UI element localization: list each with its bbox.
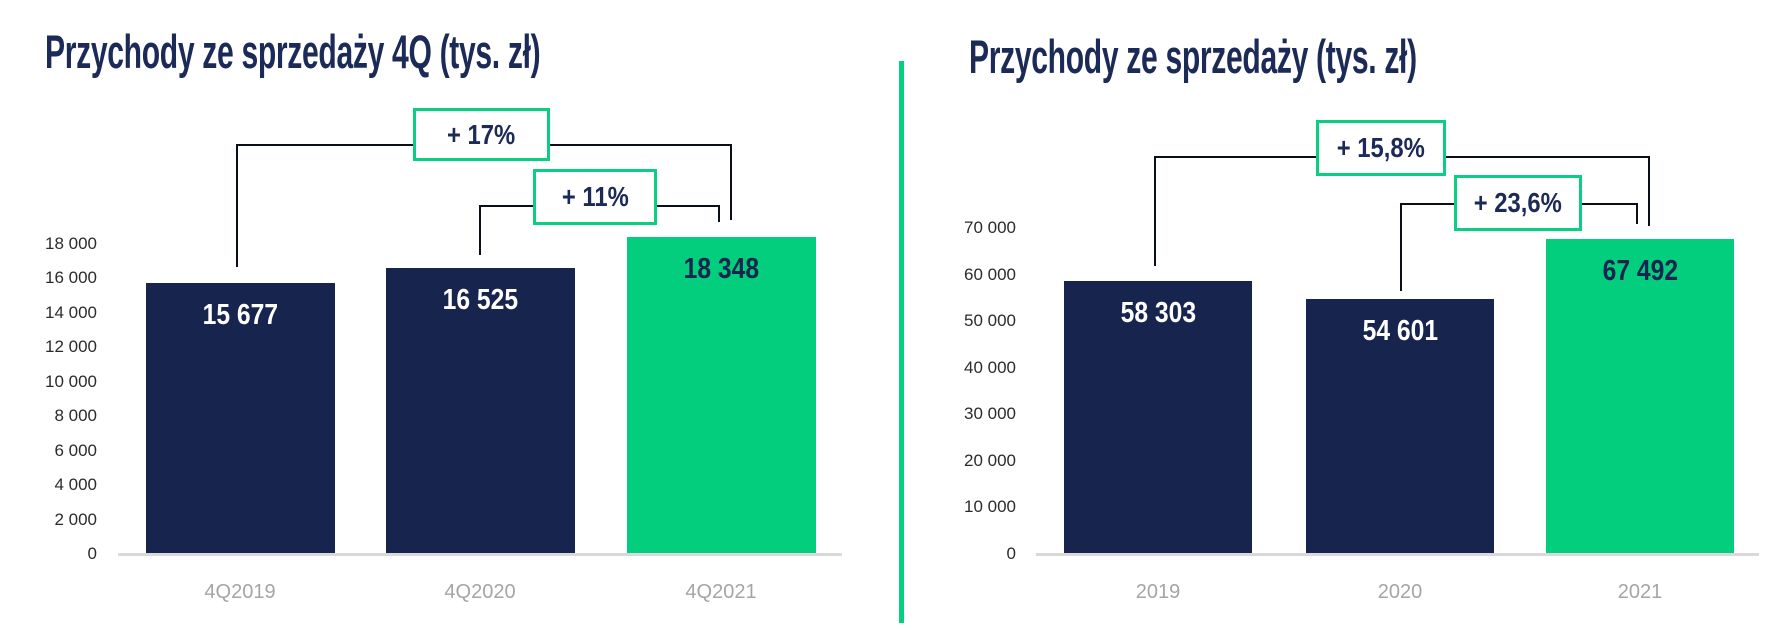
bracket-line-horizontal <box>1446 156 1650 158</box>
bar-value-label: 54 601 <box>1306 316 1494 346</box>
bar-value-text: 58 303 <box>1120 297 1196 330</box>
y-axis-tick-label: 40 000 <box>964 357 1016 377</box>
divider-line <box>899 61 904 623</box>
x-axis-category-label: 2020 <box>1377 581 1423 603</box>
bracket-line-vertical <box>1154 156 1156 266</box>
bar-value-text: 67 492 <box>1602 254 1678 287</box>
bracket-line-vertical <box>1636 203 1638 224</box>
y-axis-tick-label: 70 000 <box>964 218 1016 237</box>
x-axis-category-label: 4Q2019 <box>204 581 276 603</box>
bar-2019 <box>1064 281 1252 553</box>
bar-value-label: 15 677 <box>146 300 335 330</box>
bracket-line-vertical <box>1400 203 1402 291</box>
bracket-line-vertical <box>730 144 732 220</box>
bar-2021 <box>1546 238 1734 553</box>
bracket-line-horizontal <box>1582 203 1638 205</box>
chart-title-annual: Przychody ze sprzedaży (tys. zł) <box>969 30 1417 83</box>
y-axis-tick-label: 0 <box>87 544 97 563</box>
bar-value-label: 67 492 <box>1546 256 1734 286</box>
y-axis-tick-label: 10 000 <box>45 371 97 391</box>
growth-percentage-label: + 23,6% <box>1473 187 1563 218</box>
bracket-line-vertical <box>718 205 720 222</box>
y-axis-tick-label: 14 000 <box>45 302 97 322</box>
growth-percentage-label: + 11% <box>561 181 629 212</box>
y-axis-tick-label: 0 <box>1006 544 1016 563</box>
y-axis-tick-label: 50 000 <box>964 311 1016 331</box>
bar-value-label: 16 525 <box>386 285 575 315</box>
y-axis-tick-label: 8 000 <box>54 406 97 426</box>
growth-annotation-box: + 17% <box>413 108 550 161</box>
y-axis-tick-label: 30 000 <box>964 404 1016 424</box>
x-axis-category-label: 4Q2021 <box>685 581 757 603</box>
bar-value-text: 18 348 <box>683 253 759 285</box>
x-axis-line <box>118 553 842 556</box>
y-axis-tick-label: 18 000 <box>45 234 97 253</box>
bar-value-text: 54 601 <box>1362 314 1438 347</box>
y-axis-tick-label: 2 000 <box>54 509 97 529</box>
y-axis-tick-label: 60 000 <box>964 264 1016 284</box>
bar-4q2019 <box>145 283 335 553</box>
bar-4q2020 <box>385 268 575 553</box>
bracket-line-vertical <box>1648 156 1650 226</box>
bracket-line-vertical <box>479 205 481 255</box>
x-axis-line <box>1036 553 1759 556</box>
bracket-line-horizontal <box>1154 156 1316 158</box>
bracket-line-horizontal <box>657 205 720 207</box>
bracket-line-horizontal <box>550 144 732 146</box>
bar-value-text: 15 677 <box>202 299 278 331</box>
y-axis-tick-label: 12 000 <box>45 337 97 357</box>
y-axis-tick-label: 20 000 <box>964 450 1016 470</box>
bar-value-text: 16 525 <box>442 284 518 317</box>
x-axis-category-label: 2019 <box>1135 581 1181 603</box>
y-axis-tick-label: 6 000 <box>54 440 97 460</box>
growth-percentage-label: + 15,8% <box>1336 132 1426 163</box>
x-axis-category-label: 4Q2020 <box>444 581 516 603</box>
y-axis-tick-label: 10 000 <box>964 497 1016 517</box>
bracket-line-horizontal <box>236 144 413 146</box>
bar-value-label: 18 348 <box>627 254 816 284</box>
y-axis-tick-label: 16 000 <box>45 268 97 288</box>
chart-title-quarterly: Przychody ze sprzedaży 4Q (tys. zł) <box>45 25 541 78</box>
bracket-line-vertical <box>236 144 238 267</box>
bar-2020 <box>1306 298 1494 553</box>
growth-annotation-box: + 11% <box>533 169 657 225</box>
bar-4q2021 <box>626 237 816 553</box>
growth-annotation-box: + 23,6% <box>1454 175 1582 231</box>
y-axis-tick-label: 4 000 <box>54 475 97 495</box>
growth-annotation-box: + 15,8% <box>1316 120 1446 176</box>
growth-percentage-label: + 17% <box>447 118 516 150</box>
bar-value-label: 58 303 <box>1064 298 1252 328</box>
bracket-line-horizontal <box>1400 203 1454 205</box>
bracket-line-horizontal <box>479 205 533 207</box>
x-axis-category-label: 2021 <box>1617 581 1663 603</box>
